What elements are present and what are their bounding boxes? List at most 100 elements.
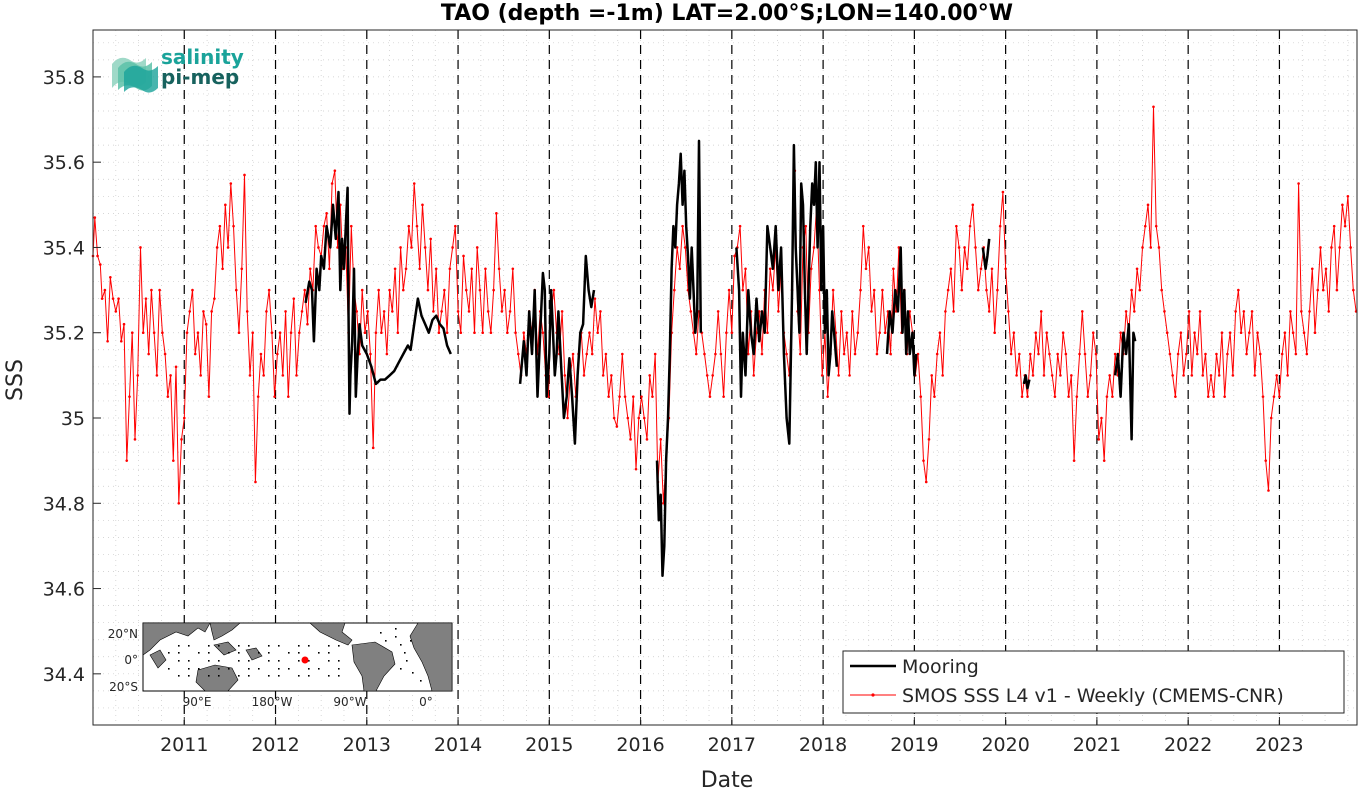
data-point-smos — [317, 246, 320, 249]
data-point-smos — [1253, 374, 1257, 377]
data-point-smos — [637, 416, 641, 420]
data-point-smos — [933, 395, 936, 398]
data-point-smos — [1086, 395, 1090, 398]
data-point-smos — [1302, 331, 1306, 335]
data-point-smos — [366, 310, 370, 313]
data-point-smos — [492, 288, 495, 292]
data-point-smos — [196, 331, 200, 335]
data-point-smos — [229, 182, 233, 185]
data-point-smos — [957, 246, 961, 249]
data-point-smos — [128, 395, 131, 398]
data-point-smos — [99, 263, 102, 266]
data-point-smos — [621, 352, 624, 356]
y-tick-label: 35.6 — [43, 152, 85, 174]
data-point-smos — [563, 374, 567, 377]
data-point-smos — [771, 288, 775, 292]
inset-mooring-dot — [410, 640, 412, 642]
x-ticks: 2011 2012 2013 2014 2015 2016 2017 2018 2019 2020… — [160, 717, 1304, 756]
data-point-smos — [1037, 352, 1040, 356]
data-point-smos — [511, 267, 515, 271]
data-point-smos — [878, 331, 881, 335]
inset-lon-label: 90°E — [183, 695, 212, 709]
data-point-smos — [629, 438, 632, 441]
data-point-smos — [267, 288, 271, 292]
inset-mooring-dot — [338, 675, 340, 677]
data-point-smos — [938, 331, 942, 335]
data-point-smos — [678, 267, 682, 271]
x-tick-label: 2014 — [434, 734, 482, 756]
inset-mooring-dot — [188, 660, 190, 662]
data-point-smos — [382, 310, 386, 313]
data-point-smos — [177, 501, 181, 505]
data-point-smos — [744, 267, 747, 271]
data-point-smos — [410, 246, 413, 249]
data-point-smos — [1305, 352, 1309, 356]
data-point-smos — [1231, 374, 1235, 377]
data-point-smos — [284, 310, 287, 313]
data-point-smos — [1294, 352, 1298, 356]
data-point-smos — [714, 352, 717, 356]
x-tick-label: 2021 — [1073, 734, 1121, 756]
data-point-smos — [369, 352, 372, 356]
data-point-smos — [845, 331, 849, 335]
data-point-smos — [421, 203, 424, 207]
data-point-smos — [1179, 331, 1183, 335]
data-point-smos — [432, 310, 435, 313]
data-point-smos — [1012, 331, 1016, 335]
data-point-smos — [612, 416, 616, 420]
salinity-pimep-logo: salinity pi-mep — [112, 45, 244, 93]
data-point-smos — [1272, 395, 1276, 398]
data-point-smos — [596, 331, 599, 335]
data-point-smos — [768, 267, 772, 271]
data-point-smos — [1335, 288, 1339, 292]
data-point-smos — [960, 288, 964, 292]
series-line-mooring — [304, 186, 452, 415]
data-point-smos — [100, 297, 104, 300]
data-point-smos — [1119, 331, 1122, 335]
data-point-smos — [590, 352, 594, 356]
x-tick-label: 2018 — [799, 734, 847, 756]
data-point-smos — [96, 254, 99, 258]
inset-mooring-dot — [308, 645, 310, 647]
data-point-smos — [955, 224, 958, 228]
data-point-smos — [495, 212, 498, 215]
data-point-smos — [892, 267, 895, 271]
data-point-smos — [1163, 310, 1166, 313]
inset-lon-label: 90°W — [333, 695, 366, 709]
data-point-smos — [651, 395, 654, 398]
inset-mooring-dot — [328, 675, 330, 677]
inset-map-land — [142, 622, 453, 692]
data-point-smos — [93, 216, 97, 219]
data-point-smos — [314, 224, 317, 228]
data-point-smos — [404, 267, 408, 271]
data-point-smos — [809, 267, 813, 271]
inset-mooring-dot — [406, 660, 408, 662]
data-point-smos — [109, 276, 112, 279]
data-point-smos — [240, 267, 244, 271]
data-point-smos — [1111, 395, 1114, 398]
data-point-smos — [237, 331, 241, 335]
data-point-smos — [1124, 310, 1128, 313]
waves-icon — [112, 57, 158, 93]
data-point-smos — [648, 374, 652, 377]
data-point-smos — [1269, 416, 1273, 420]
data-point-smos — [1018, 352, 1021, 356]
data-point-smos — [741, 288, 745, 292]
data-point-smos — [607, 395, 610, 398]
data-point-smos — [733, 254, 736, 258]
data-point-smos — [1193, 331, 1196, 335]
chart-title: TAO (depth =-1m) LAT=2.00°S;LON=140.00°W — [441, 1, 1013, 26]
x-tick-label: 2019 — [890, 734, 938, 756]
data-point-smos — [207, 395, 211, 398]
inset-mooring-dot — [308, 668, 310, 670]
inset-mooring-dot — [328, 660, 330, 662]
data-point-smos — [1135, 267, 1139, 271]
data-point-smos — [415, 224, 419, 228]
data-point-smos — [1261, 395, 1265, 398]
inset-lat-label: 0° — [124, 653, 138, 667]
inset-lat-label: 20°N — [108, 627, 138, 641]
data-point-smos — [174, 365, 178, 369]
data-point-smos — [180, 438, 183, 441]
data-point-smos — [1258, 352, 1262, 356]
